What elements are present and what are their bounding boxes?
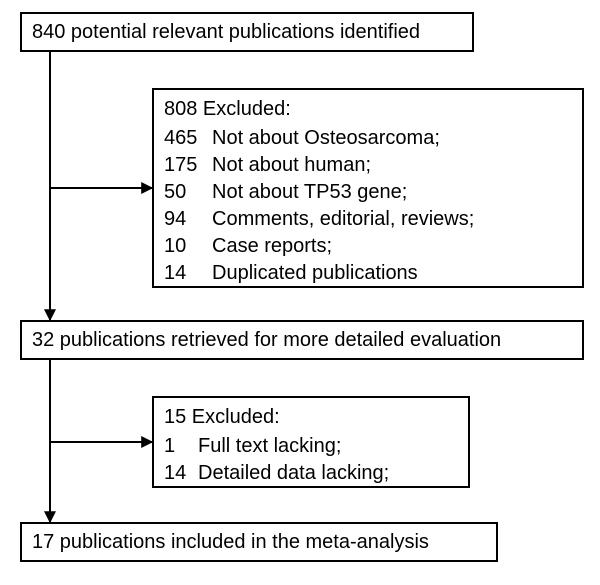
exclusion-reason: Detailed data lacking; [198,460,389,487]
exclusion-item: 465Not about Osteosarcoma; [164,125,572,152]
node-excluded-second: 15 Excluded: 1Full text lacking;14Detail… [152,396,470,488]
excluded2-items: 1Full text lacking;14Detailed data lacki… [164,433,458,487]
exclusion-reason: Not about human; [212,152,371,179]
excluded1-items: 465Not about Osteosarcoma;175Not about h… [164,125,572,287]
excluded2-header: 15 Excluded: [164,404,458,431]
node-excluded-first: 808 Excluded: 465Not about Osteosarcoma;… [152,88,584,288]
exclusion-item: 1Full text lacking; [164,433,458,460]
exclusion-reason: Not about Osteosarcoma; [212,125,440,152]
exclusion-count: 1 [164,433,198,460]
exclusion-count: 10 [164,233,212,260]
node-identified: 840 potential relevant publications iden… [20,12,474,52]
node-included: 17 publications included in the meta-ana… [20,522,498,562]
exclusion-item: 10Case reports; [164,233,572,260]
exclusion-count: 14 [164,460,198,487]
node-retrieved-text: 32 publications retrieved for more detai… [32,327,501,354]
exclusion-item: 175Not about human; [164,152,572,179]
node-identified-text: 840 potential relevant publications iden… [32,19,420,46]
exclusion-count: 465 [164,125,212,152]
exclusion-reason: Full text lacking; [198,433,341,460]
flowchart-canvas: 840 potential relevant publications iden… [0,0,600,585]
exclusion-item: 50Not about TP53 gene; [164,179,572,206]
exclusion-reason: Comments, editorial, reviews; [212,206,474,233]
exclusion-count: 94 [164,206,212,233]
excluded1-header: 808 Excluded: [164,96,572,123]
exclusion-item: 14Detailed data lacking; [164,460,458,487]
exclusion-reason: Duplicated publications [212,260,418,287]
node-included-text: 17 publications included in the meta-ana… [32,529,429,556]
exclusion-count: 50 [164,179,212,206]
exclusion-item: 94Comments, editorial, reviews; [164,206,572,233]
exclusion-reason: Case reports; [212,233,332,260]
exclusion-reason: Not about TP53 gene; [212,179,407,206]
exclusion-item: 14Duplicated publications [164,260,572,287]
exclusion-count: 14 [164,260,212,287]
node-retrieved: 32 publications retrieved for more detai… [20,320,584,360]
exclusion-count: 175 [164,152,212,179]
